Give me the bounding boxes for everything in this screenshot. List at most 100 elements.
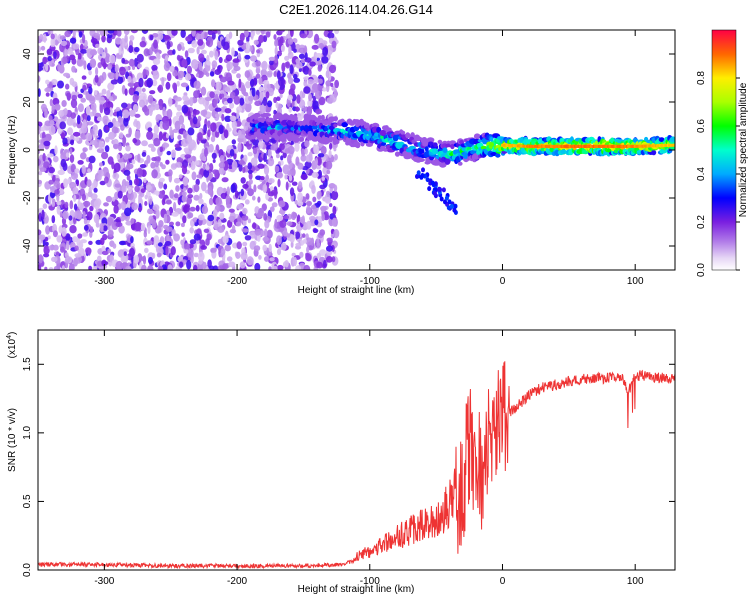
heatmap-noise-cell: [38, 143, 45, 151]
heatmap-noise-cell: [239, 32, 245, 42]
heatmap-noise-cell: [178, 115, 185, 125]
heatmap-noise-cell: [56, 200, 62, 206]
heatmap-noise-cell: [158, 131, 163, 141]
heatmap-noise-cell: [220, 93, 225, 98]
heatmap-noise-cell: [60, 40, 68, 47]
heatmap-noise-cell: [322, 46, 328, 57]
heatmap-noise-cell: [192, 116, 198, 125]
heatmap-noise-cell: [82, 200, 91, 207]
spectrogram-heatmap: [38, 30, 675, 270]
heatmap-noise-cell: [152, 204, 160, 212]
heatmap-noise-cell: [56, 194, 60, 202]
heatmap-noise-cell: [187, 194, 194, 199]
heatmap-noise-cell: [116, 153, 121, 160]
heatmap-noise-cell: [230, 115, 237, 122]
heatmap-noise-cell: [124, 207, 132, 217]
heatmap-noise-cell: [168, 169, 173, 177]
heatmap-noise-cell: [138, 77, 144, 88]
heatmap-noise-cell: [316, 252, 322, 259]
heatmap-noise-cell: [217, 30, 221, 35]
y-tick-label: 0: [22, 147, 33, 153]
heatmap-noise-cell: [73, 203, 78, 211]
heatmap-noise-cell: [152, 58, 161, 65]
heatmap-noise-cell: [76, 114, 81, 125]
heatmap-noise-cell: [120, 201, 127, 211]
heatmap-noise-cell: [124, 34, 128, 43]
heatmap-signal-cell: [408, 145, 416, 150]
heatmap-noise-cell: [130, 236, 134, 244]
heatmap-noise-cell: [328, 64, 337, 74]
heatmap-noise-cell: [241, 215, 249, 221]
heatmap-noise-cell: [107, 82, 115, 91]
heatmap-noise-cell: [215, 196, 222, 206]
heatmap-noise-cell: [66, 117, 74, 126]
heatmap-noise-cell: [163, 34, 171, 40]
heatmap-noise-cell: [288, 77, 294, 85]
heatmap-noise-cell: [236, 203, 244, 210]
heatmap-noise-cell: [318, 96, 326, 106]
snr-scale-label: (x104): [6, 332, 18, 359]
heatmap-noise-cell: [247, 162, 253, 170]
spectrogram-ylabel: Frequency (Hz): [7, 116, 18, 185]
heatmap-noise-cell: [320, 145, 327, 155]
heatmap-noise-cell: [201, 49, 207, 55]
heatmap-signal-cell: [379, 129, 388, 136]
heatmap-noise-cell: [240, 252, 248, 261]
heatmap-noise-cell: [171, 30, 178, 36]
snr-series-line: [38, 361, 675, 570]
heatmap-noise-cell: [112, 172, 120, 180]
heatmap-noise-cell: [187, 249, 194, 258]
heatmap-noise-cell: [311, 44, 319, 50]
heatmap-noise-cell: [317, 60, 322, 66]
heatmap-noise-cell: [244, 199, 250, 205]
heatmap-noise-cell: [197, 214, 205, 221]
heatmap-signal-cell: [405, 132, 411, 139]
heatmap-noise-cell: [122, 137, 126, 148]
heatmap-noise-cell: [213, 90, 220, 96]
heatmap-noise-cell: [275, 84, 280, 90]
heatmap-noise-cell: [140, 188, 146, 194]
heatmap-noise-cell: [182, 176, 189, 186]
heatmap-noise-cell: [326, 97, 333, 104]
heatmap-noise-cell: [127, 186, 133, 194]
heatmap-noise-cell: [112, 243, 117, 249]
heatmap-noise-cell: [276, 172, 284, 179]
heatmap-noise-cell: [115, 107, 121, 112]
heatmap-noise-cell: [314, 90, 322, 100]
snr-frame: [37, 329, 676, 571]
heatmap-noise-cell: [157, 266, 164, 270]
heatmap-noise-cell: [270, 145, 275, 151]
heatmap-noise-cell: [263, 165, 270, 176]
heatmap-noise-cell: [214, 50, 219, 61]
heatmap-noise-cell: [334, 79, 339, 89]
heatmap-noise-cell: [231, 160, 238, 171]
x-tick-label: -300: [94, 576, 114, 587]
heatmap-noise-cell: [251, 87, 256, 97]
heatmap-noise-cell: [156, 252, 162, 258]
heatmap-noise-cell: [144, 247, 149, 254]
heatmap-noise-cell: [274, 39, 279, 47]
heatmap-noise-cell: [184, 50, 189, 58]
heatmap-noise-cell: [300, 33, 308, 39]
heatmap-noise-cell: [119, 240, 126, 246]
heatmap-noise-cell: [67, 178, 71, 184]
heatmap-noise-cell: [82, 147, 88, 153]
heatmap-noise-cell: [131, 159, 136, 165]
heatmap-noise-cell: [284, 174, 288, 180]
heatmap-noise-cell: [323, 259, 327, 268]
heatmap-noise-cell: [51, 201, 56, 207]
heatmap-noise-cell: [225, 72, 233, 82]
heatmap-noise-cell: [157, 84, 164, 94]
heatmap-noise-cell: [257, 163, 265, 169]
heatmap-noise-cell: [243, 154, 248, 163]
y-tick-label: 20: [22, 96, 33, 108]
heatmap-noise-cell: [121, 185, 127, 193]
heatmap-noise-cell: [159, 104, 163, 111]
heatmap-noise-cell: [182, 95, 189, 101]
heatmap-noise-cell: [69, 134, 75, 141]
heatmap-noise-cell: [234, 190, 239, 199]
heatmap-noise-cell: [211, 32, 216, 40]
heatmap-noise-cell: [131, 202, 138, 211]
heatmap-noise-cell: [117, 190, 123, 199]
